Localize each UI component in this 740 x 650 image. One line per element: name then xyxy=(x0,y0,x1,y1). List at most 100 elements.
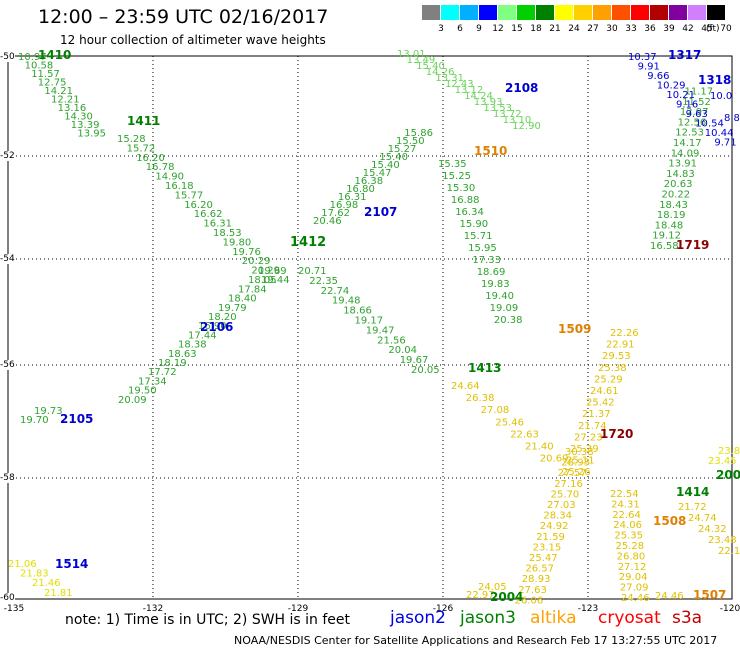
latitude-label: -60 xyxy=(0,593,15,603)
wave-height-value: 17.44 xyxy=(188,330,217,341)
track-time-label: 2107 xyxy=(364,205,397,219)
wave-height-value: 21.74 xyxy=(578,421,607,432)
wave-height-value: 20.05 xyxy=(411,365,440,376)
scale-label: 70 xyxy=(720,24,732,34)
scale-label: 9 xyxy=(476,24,482,34)
wave-height-value: 13.53 xyxy=(483,103,512,114)
wave-height-value: 19.73 xyxy=(34,406,63,417)
latitude-label: -50 xyxy=(0,52,15,62)
wave-height-value: 23.8 xyxy=(718,446,740,457)
wave-height-value: 11.17 xyxy=(685,87,714,98)
wave-height-value: 22.63 xyxy=(510,429,539,440)
wave-height-value: 14.17 xyxy=(673,138,702,149)
wave-height-value: 15.40 xyxy=(379,152,408,163)
wave-height-value: 21.46 xyxy=(32,578,61,589)
wave-height-value: 27.03 xyxy=(547,500,576,511)
wave-height-value: 18.43 xyxy=(659,200,688,211)
wave-height-value: 10.54 xyxy=(695,119,724,130)
wave-height-value: 19.40 xyxy=(485,291,514,302)
wave-height-value: 20.71 xyxy=(298,266,327,277)
wave-height-value: 16.18 xyxy=(165,181,194,192)
wave-height-value: 8.83 xyxy=(724,113,740,124)
wave-height-value: 19.48 xyxy=(332,296,361,307)
longitude-label: -120 xyxy=(719,604,740,614)
wave-height-value: 24.92 xyxy=(540,521,569,532)
wave-height-value: 23.45 xyxy=(708,456,737,467)
wave-height-value: 9.66 xyxy=(647,71,669,82)
wave-height-value: 22.35 xyxy=(309,276,338,287)
track-time-label: 1507 xyxy=(693,588,726,602)
scale-swatch xyxy=(536,5,554,20)
track-time-label: 1410 xyxy=(38,48,71,62)
scale-label: 18 xyxy=(530,24,542,34)
scale-label: 3 xyxy=(438,24,444,34)
longitude-label: -129 xyxy=(287,604,309,614)
wave-height-value: 12.21 xyxy=(51,95,80,106)
wave-height-value: 21.59 xyxy=(536,532,565,543)
wave-height-value: 11.52 xyxy=(682,97,711,108)
latitude-label: -58 xyxy=(0,473,15,483)
wave-height-value: 13.93 xyxy=(474,97,503,108)
wave-height-value: 15.90 xyxy=(460,219,489,230)
scale-swatch xyxy=(688,5,706,20)
wave-height-value: 19.76 xyxy=(232,247,261,258)
wave-height-value: 24.05 xyxy=(478,582,507,593)
wave-height-value: 22.97 xyxy=(466,590,495,601)
scale-label: 21 xyxy=(549,24,561,34)
wave-height-value: 15.40 xyxy=(416,61,445,72)
wave-height-value: 25.47 xyxy=(529,553,558,564)
wave-height-value: 19.67 xyxy=(400,355,429,366)
scale-swatch xyxy=(650,5,668,20)
wave-height-value: 16.38 xyxy=(355,176,384,187)
wave-height-value: 19.69 xyxy=(258,266,287,277)
wave-height-value: 16.80 xyxy=(346,184,375,195)
wave-height-value: 19.83 xyxy=(481,279,510,290)
wave-height-value: 18.53 xyxy=(213,228,242,239)
wave-height-value: 21.56 xyxy=(377,335,406,346)
wave-height-value: 23.15 xyxy=(533,542,562,553)
scale-swatch xyxy=(669,5,687,20)
wave-height-value: 16.20 xyxy=(184,200,213,211)
wave-height-value: 11.57 xyxy=(31,69,60,80)
scale-swatch xyxy=(707,5,725,20)
wave-height-value: 14.09 xyxy=(671,148,700,159)
wave-height-value: 27.16 xyxy=(554,479,583,490)
wave-height-value: 25.70 xyxy=(551,489,580,500)
wave-height-value: 20.38 xyxy=(494,315,523,326)
wave-height-value: 17.34 xyxy=(138,376,167,387)
wave-height-value: 23.48 xyxy=(708,535,737,546)
wave-height-value: 16.98 xyxy=(330,200,359,211)
wave-height-value: 25.39 xyxy=(570,444,599,455)
wave-height-value: 10.0 xyxy=(710,91,732,102)
wave-height-value: 19.09 xyxy=(490,303,519,314)
wave-height-value: 14.21 xyxy=(44,86,73,97)
scale-swatch xyxy=(479,5,497,20)
wave-height-value: 25.38 xyxy=(598,363,627,374)
wave-height-value: 21.72 xyxy=(678,502,707,513)
track-time-label: 1509 xyxy=(558,322,591,336)
scale-swatch xyxy=(574,5,592,20)
wave-height-value: 15.86 xyxy=(404,128,433,139)
wave-height-value: 26.80 xyxy=(617,551,646,562)
wave-height-value: 15.77 xyxy=(175,190,204,201)
wave-height-value: 29.04 xyxy=(619,572,648,583)
wave-height-value: 16.31 xyxy=(338,192,367,203)
wave-height-value: 20.69 xyxy=(540,454,569,465)
wave-height-value: 22.74 xyxy=(321,286,350,297)
track-time-label: 2105 xyxy=(60,412,93,426)
wave-height-value: 16.34 xyxy=(455,207,484,218)
scale-swatch xyxy=(555,5,573,20)
wave-height-value: 15.72 xyxy=(127,143,156,154)
wave-height-value: 28.34 xyxy=(543,511,572,522)
wave-height-value: 18.19 xyxy=(158,358,187,369)
longitude-label: -135 xyxy=(3,604,25,614)
wave-height-value: 15.40 xyxy=(371,160,400,171)
wave-height-value: 16.31 xyxy=(203,219,232,230)
wave-height-value: 16.90 xyxy=(198,321,227,332)
wave-height-value: 25.29 xyxy=(594,374,623,385)
wave-height-value: 24.31 xyxy=(611,499,640,510)
wave-height-value: 17.62 xyxy=(321,208,350,219)
wave-height-value: 15.28 xyxy=(117,134,146,145)
wave-height-value: 18.63 xyxy=(168,349,197,360)
